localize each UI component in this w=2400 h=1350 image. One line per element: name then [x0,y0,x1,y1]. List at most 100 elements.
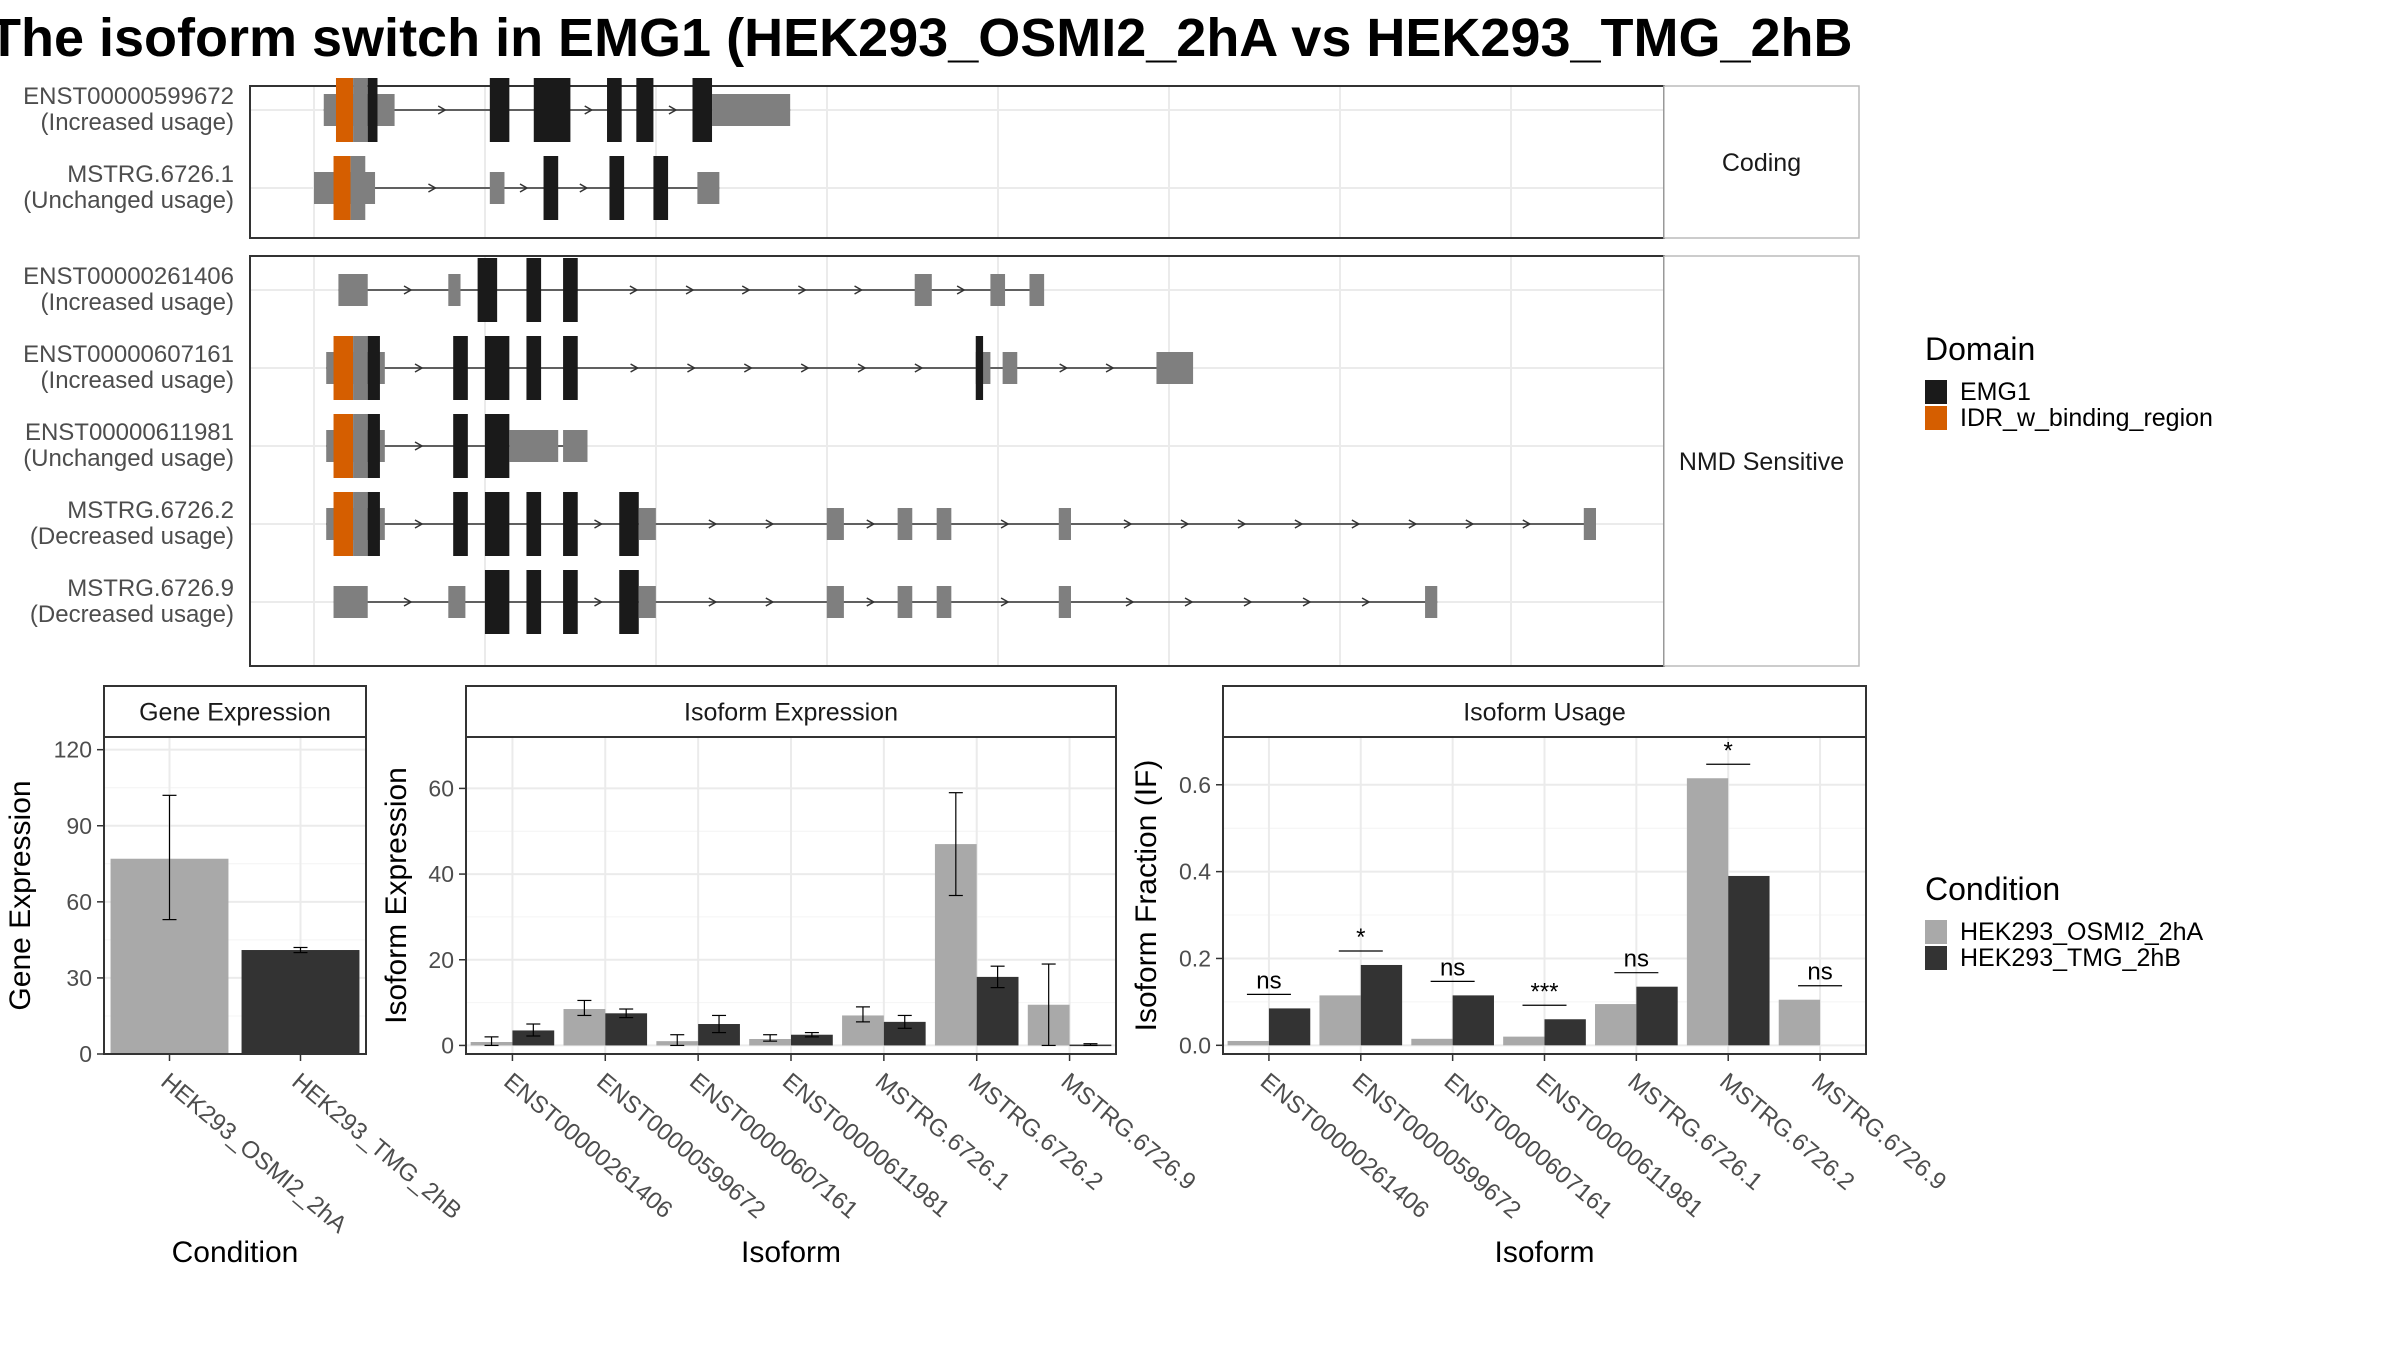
protein-domain-block [333,156,351,220]
utr-exon [936,586,952,618]
coding-exon [636,78,654,142]
transcript-status-label: (Decreased usage) [30,601,234,628]
intron-direction-arrow [629,285,639,295]
coding-exon [484,414,510,478]
data-bar [791,1034,833,1046]
utr-exon [638,508,656,540]
y-axis-title: Gene Expression [4,780,37,1010]
utr-exon [489,172,505,204]
condition-legend-label: HEK293_TMG_2hB [1960,944,2181,972]
coding-exon [484,492,510,556]
intron-direction-arrow [956,285,966,295]
chart-title: Isoform Expression [684,699,898,727]
coding-exon [543,156,559,220]
coding-exon [533,78,571,142]
intron-direction-arrow [1184,597,1194,607]
protein-domain-block [333,492,354,556]
coding-exon [619,570,639,634]
y-tick-label: 90 [66,813,92,839]
intron-direction-arrow [594,597,603,607]
x-axis-title: Condition [172,1236,299,1269]
utr-exon [1029,274,1045,306]
transcript-id-label: MSTRG.6726.2 [67,497,234,524]
chart-title: Isoform Usage [1463,699,1626,727]
coding-exon [484,570,510,634]
data-bar [605,1013,648,1046]
data-bar [976,976,1019,1046]
x-tick-label: ENST00000261406 [1255,1068,1434,1224]
figure-title: The isoform switch in EMG1 (HEK293_OSMI2… [0,8,1853,68]
intron-direction-arrow [1294,519,1304,529]
intron-direction-arrow [1180,519,1190,529]
significance-label: ns [1256,967,1281,994]
chart-strip [103,685,367,738]
data-bar [1636,986,1678,1046]
data-bar [883,1021,926,1046]
intron-direction-arrow [1125,597,1135,607]
utr-exon [826,586,844,618]
intron-direction-arrow [1123,519,1133,529]
intron-direction-arrow [403,285,413,295]
coding-exon [563,492,578,556]
transcript-id-label: ENST00000599672 [23,83,234,110]
significance-label: * [1356,924,1365,951]
condition-legend-label: HEK293_OSMI2_2hA [1960,918,2204,946]
x-tick-label: ENST00000599672 [1347,1068,1526,1224]
intron-direction-arrow [687,363,696,373]
domain-legend-title: Domain [1925,331,2035,367]
coding-exon [484,336,510,400]
intron-direction-arrow [1105,363,1115,373]
significance-label: *** [1530,978,1558,1005]
intron-direction-arrow [708,597,718,607]
y-tick-label: 60 [428,775,454,801]
transcript-status-label: (Unchanged usage) [23,445,234,472]
chart-panel-border [103,736,367,1055]
x-tick-label: ENST00000261406 [499,1068,678,1224]
intron-direction-arrow [685,285,695,295]
coding-exon [563,570,578,634]
protein-domain-block [353,336,368,400]
protein-domain-block [353,78,368,142]
y-tick-label: 20 [428,947,454,973]
coding-exon [489,78,510,142]
protein-domain-block [367,492,380,556]
x-tick-label: ENST00000599672 [591,1068,770,1224]
utr-exon [333,586,368,618]
coding-exon [526,336,542,400]
protein-domain-block [333,336,354,400]
coding-exon [609,156,625,220]
intron-direction-arrow [519,183,529,193]
intron-direction-arrow [1000,597,1010,607]
data-bar [241,950,360,1054]
condition-legend-key [1925,946,1947,970]
utr-exon [563,430,588,462]
utr-exon [338,274,368,306]
utr-exon [712,94,791,126]
transcript-status-label: (Decreased usage) [30,523,234,550]
coding-exon [477,258,498,322]
intron-direction-arrow [414,519,424,529]
utr-exon [936,508,952,540]
intron-direction-arrow [800,363,810,373]
intron-direction-arrow [403,597,413,607]
protein-domain-block [353,414,368,478]
data-bar [1778,999,1821,1046]
y-axis-title: Isoform Expression [380,767,413,1024]
condition-legend-title: Condition [1925,871,2060,907]
isoform-usage-chart: Isoform Usage ns * ns *** ns * ns 0.0 0.2 0.4 0.6 EN… [1130,685,1951,1269]
utr-exon [1058,508,1071,540]
transcript-id-label: ENST00000261406 [23,263,234,290]
protein-domain-block [367,414,380,478]
transcript-id-label: MSTRG.6726.9 [67,575,234,602]
data-bar [1452,995,1494,1046]
transcript-id-label: ENST00000607161 [23,341,234,368]
significance-label: * [1724,737,1733,764]
y-tick-label: 0.2 [1179,945,1211,971]
intron-direction-arrow [414,363,424,373]
intron-direction-arrow [1361,597,1371,607]
intron-direction-arrow [668,105,678,115]
intron-direction-arrow [428,183,437,193]
x-axis-title: Isoform [741,1236,841,1269]
